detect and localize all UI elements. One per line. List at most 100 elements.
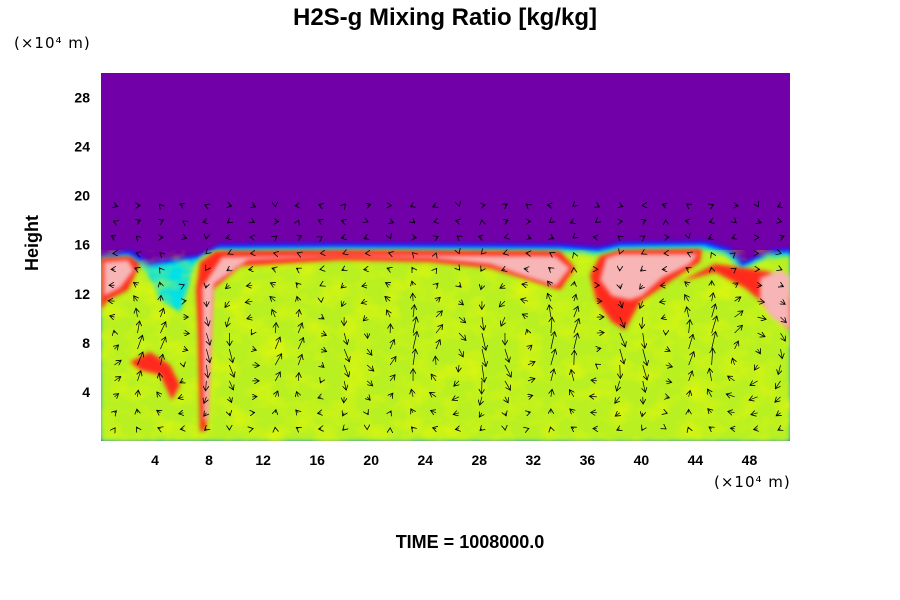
vector-arrow (453, 413, 460, 415)
vector-arrow (781, 236, 785, 237)
vector-arrow (229, 413, 230, 416)
vector-arrow (618, 236, 620, 237)
vector-arrow (270, 297, 275, 302)
vector-arrow (206, 269, 207, 270)
vector-arrow (781, 301, 786, 304)
vector-arrow (180, 429, 183, 430)
x-tick-label: 28 (471, 452, 487, 468)
vector-arrow (226, 237, 229, 238)
vector-arrow (206, 380, 207, 391)
vector-arrow (758, 349, 761, 354)
chart-title: H2S-g Mixing Ratio [kg/kg] (292, 4, 597, 31)
vector-arrow (712, 205, 714, 206)
vector-arrow (410, 205, 413, 206)
vector-arrow (159, 204, 160, 205)
vector-arrow (591, 380, 597, 381)
vector-arrow (364, 237, 367, 238)
x-tick-label: 48 (742, 452, 758, 468)
vector-arrow (341, 221, 344, 222)
vector-arrow (574, 306, 578, 318)
vector-arrow (157, 392, 161, 397)
vector-arrow (342, 301, 345, 306)
vector-arrow (457, 236, 459, 237)
vector-arrow (571, 427, 574, 429)
y-tick-label: 16 (74, 237, 90, 253)
vector-arrow (528, 237, 531, 238)
vector-arrow (758, 205, 759, 206)
vector-arrow (137, 335, 142, 350)
vector-arrow (183, 237, 186, 238)
vector-arrow (206, 285, 207, 288)
vector-arrow (617, 429, 620, 430)
vector-arrow (229, 396, 231, 403)
vector-arrow (687, 307, 689, 318)
vector-arrow (528, 345, 532, 349)
vector-arrow (296, 427, 298, 428)
vector-arrow (643, 236, 645, 237)
vector-arrow (134, 282, 138, 285)
vector-arrow (480, 429, 482, 431)
vector-arrow (160, 308, 163, 318)
vector-arrow (318, 397, 321, 398)
vector-arrow (642, 253, 643, 254)
vector-arrow (459, 285, 461, 287)
vector-arrow (642, 413, 643, 417)
vector-arrow (412, 267, 413, 269)
vector-arrow (459, 301, 463, 305)
vector-arrow (435, 356, 436, 365)
vector-arrow (137, 352, 142, 366)
vector-arrow (343, 364, 349, 377)
vector-arrow (589, 396, 597, 397)
vector-arrow (296, 268, 298, 269)
vector-arrow (659, 301, 666, 302)
vector-arrow (551, 389, 552, 397)
vector-arrow (137, 390, 138, 397)
x-tick-label: 32 (526, 452, 542, 468)
vector-arrow (735, 283, 738, 285)
vector-arrow (160, 322, 165, 334)
vector-arrow (781, 269, 782, 270)
vector-arrow (521, 299, 529, 301)
vector-arrow (180, 381, 183, 383)
vector-arrow (481, 332, 486, 350)
vector-arrow (709, 427, 712, 429)
x-tick-label: 4 (151, 452, 159, 468)
vector-arrow (620, 205, 623, 206)
vector-arrow (367, 204, 371, 205)
vector-arrow (456, 221, 459, 222)
vector-arrow (709, 368, 711, 381)
vector-arrow (522, 314, 528, 317)
vector-arrow (389, 357, 396, 366)
vector-arrow (551, 237, 554, 238)
vector-arrow (343, 429, 344, 430)
vector-arrow (527, 378, 535, 380)
vector-arrow (459, 269, 460, 270)
vector-arrow (114, 330, 115, 333)
vector-arrow (413, 221, 415, 222)
y-tick-label: 28 (74, 90, 90, 106)
vector-arrow (412, 331, 417, 350)
vector-arrow (115, 411, 117, 413)
vector-arrow (114, 360, 122, 365)
vector-arrow (573, 237, 574, 238)
vector-arrow (344, 332, 347, 344)
vector-arrow (505, 413, 506, 416)
vector-arrow (298, 220, 299, 221)
vector-arrow (596, 333, 604, 334)
y-tick-label: 20 (74, 188, 90, 204)
vector-arrow (732, 237, 735, 238)
vector-arrow (385, 283, 390, 286)
vector-arrow (549, 305, 551, 318)
vector-arrow (573, 319, 579, 334)
vector-arrow (642, 317, 643, 329)
vector-arrow (712, 348, 713, 365)
vector-arrow (229, 364, 234, 377)
vector-arrow (390, 221, 394, 222)
vector-arrow (387, 268, 390, 269)
vector-arrow (115, 428, 116, 429)
vector-arrow (363, 317, 367, 321)
vector-arrow (505, 396, 508, 403)
vector-field-arrows (108, 204, 786, 431)
vector-arrow (735, 341, 739, 350)
vector-arrow (318, 220, 321, 221)
